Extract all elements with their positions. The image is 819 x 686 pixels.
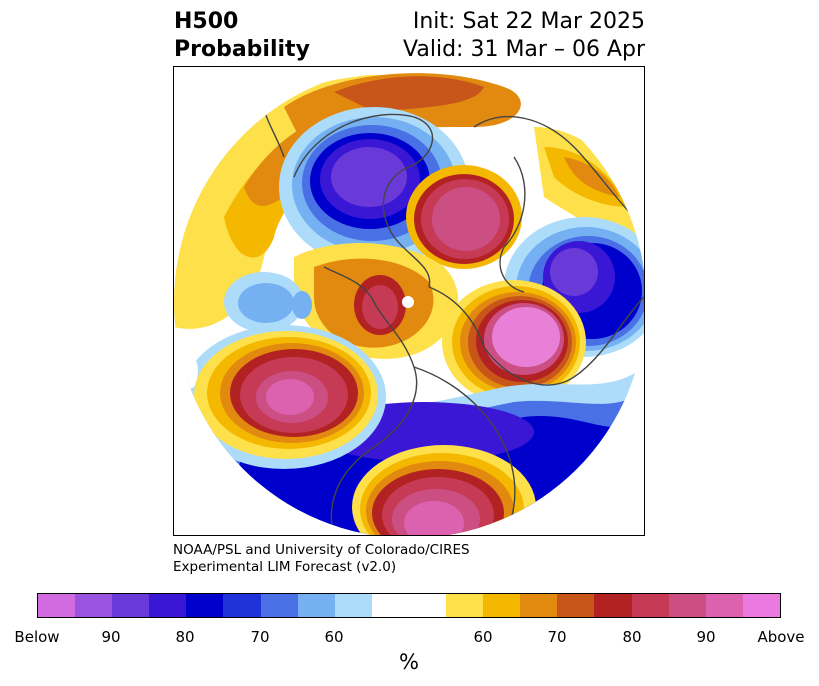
colorbar-tick-label: 90	[696, 628, 716, 646]
colorbar-cell	[186, 594, 224, 617]
colorbar-cell	[297, 594, 335, 617]
colorbar-cell	[446, 594, 484, 617]
colorbar-cell	[557, 594, 595, 617]
colorbar-tick-label: 80	[622, 628, 642, 646]
probability-shading	[174, 67, 644, 535]
colorbar-cell	[149, 594, 187, 617]
colorbar-cell	[260, 594, 298, 617]
colorbar-cell	[334, 594, 372, 617]
colorbar-tick-label: Below	[14, 628, 60, 646]
colorbar-unit: %	[399, 650, 419, 674]
probability-colorbar	[37, 593, 781, 618]
colorbar-cell	[112, 594, 150, 617]
polar-map-canvas	[174, 67, 644, 535]
title-line-variable: H500	[174, 9, 239, 34]
colorbar-tick-label: 60	[324, 628, 344, 646]
colorbar-cell	[520, 594, 558, 617]
probability-map	[173, 66, 645, 536]
credit-text: NOAA/PSL and University of Colorado/CIRE…	[173, 542, 470, 576]
colorbar-cell	[38, 594, 76, 617]
map-title: H500 Probability	[174, 8, 310, 64]
colorbar-cell	[408, 594, 447, 617]
colorbar-tick-label: 90	[101, 628, 121, 646]
forecast-dates: Init: Sat 22 Mar 2025 Valid: 31 Mar – 06…	[403, 8, 645, 64]
colorbar-cell	[668, 594, 706, 617]
colorbar-cell	[371, 594, 409, 617]
colorbar-tick-label: Above	[757, 628, 805, 646]
colorbar-cell	[594, 594, 632, 617]
colorbar-cell	[742, 594, 780, 617]
colorbar-tick-label: 60	[473, 628, 493, 646]
colorbar-cell	[223, 594, 261, 617]
colorbar-tick-label: 80	[175, 628, 195, 646]
title-line-quantity: Probability	[174, 37, 310, 62]
colorbar-tick-label: 70	[547, 628, 567, 646]
colorbar-cell	[705, 594, 743, 617]
colorbar-cell	[631, 594, 669, 617]
init-date: Init: Sat 22 Mar 2025	[412, 9, 645, 34]
colorbar-tick-label: 70	[250, 628, 270, 646]
colorbar-cell	[75, 594, 113, 617]
credit-line-1: NOAA/PSL and University of Colorado/CIRE…	[173, 542, 470, 558]
credit-line-2: Experimental LIM Forecast (v2.0)	[173, 559, 397, 575]
colorbar-cell	[483, 594, 521, 617]
valid-range: Valid: 31 Mar – 06 Apr	[403, 37, 645, 62]
